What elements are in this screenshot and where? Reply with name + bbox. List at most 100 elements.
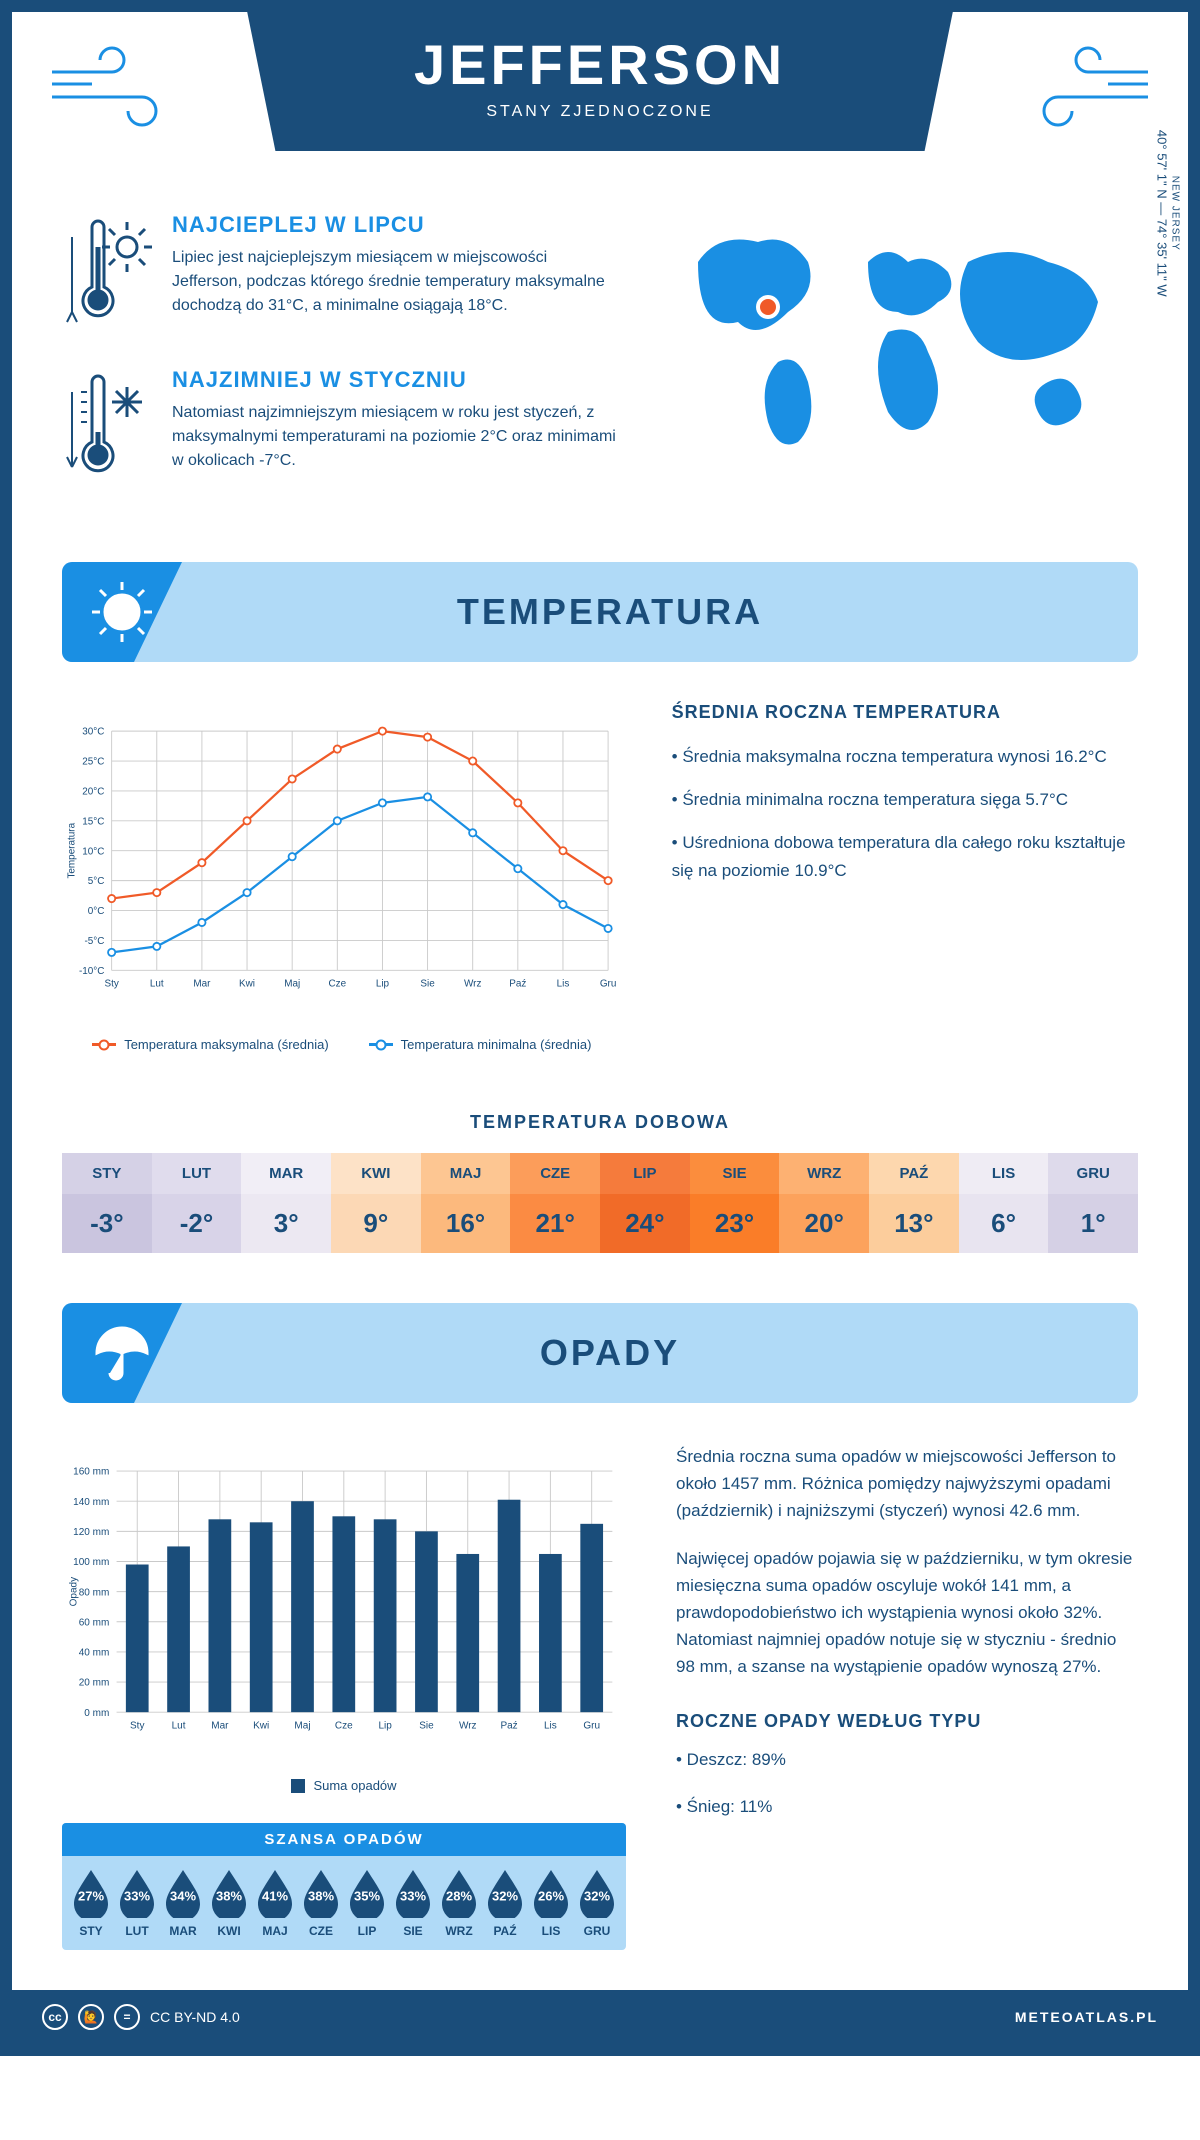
umbrella-icon — [62, 1303, 182, 1403]
temp-bullet-1: • Średnia minimalna roczna temperatura s… — [672, 786, 1138, 813]
temp-bullet-0: • Średnia maksymalna roczna temperatura … — [672, 743, 1138, 770]
daily-value: 1° — [1048, 1194, 1138, 1253]
footer: cc 🙋 = CC BY-ND 4.0 METEOATLAS.PL — [12, 1990, 1188, 2044]
svg-text:15°C: 15°C — [82, 816, 104, 827]
daily-month: CZE — [510, 1153, 600, 1194]
daily-cell: PAŹ 13° — [869, 1153, 959, 1253]
temp-legend: Temperatura maksymalna (średnia) Tempera… — [62, 1037, 622, 1052]
daily-month: LIS — [959, 1153, 1049, 1194]
raindrop-icon: 33% — [392, 1868, 434, 1918]
header-banner: JEFFERSON STANY ZJEDNOCZONE — [247, 12, 953, 151]
temp-info-title: ŚREDNIA ROCZNA TEMPERATURA — [672, 702, 1138, 723]
svg-text:-5°C: -5°C — [84, 936, 104, 947]
chance-month: LUT — [116, 1924, 158, 1938]
by-icon: 🙋 — [78, 2004, 104, 2030]
daily-month: KWI — [331, 1153, 421, 1194]
nd-icon: = — [114, 2004, 140, 2030]
chance-value: 28% — [446, 1888, 472, 1903]
precip-para-1: Średnia roczna suma opadów w miejscowośc… — [676, 1443, 1138, 1525]
wind-icon-right — [1018, 42, 1158, 142]
precip-section-header: OPADY — [62, 1303, 1138, 1403]
daily-value: 23° — [690, 1194, 780, 1253]
coordinates: NEW JERSEY 40° 57' 1" N — 74° 35' 11" W — [1155, 130, 1181, 297]
svg-text:Lip: Lip — [376, 979, 390, 990]
svg-text:Cze: Cze — [328, 979, 346, 990]
raindrop-icon: 35% — [346, 1868, 388, 1918]
hottest-title: NAJCIEPLEJ W LIPCU — [172, 212, 618, 238]
svg-text:Mar: Mar — [193, 979, 211, 990]
svg-text:Lis: Lis — [557, 979, 570, 990]
svg-text:0°C: 0°C — [88, 906, 105, 917]
chance-cell: 38% KWI — [208, 1868, 250, 1938]
sun-icon — [62, 562, 182, 662]
raindrop-icon: 26% — [530, 1868, 572, 1918]
svg-text:80 mm: 80 mm — [79, 1587, 110, 1598]
page: JEFFERSON STANY ZJEDNOCZONE — [0, 0, 1200, 2056]
intro-left: NAJCIEPLEJ W LIPCU Lipiec jest najcieple… — [62, 212, 618, 522]
legend-min-label: Temperatura minimalna (średnia) — [401, 1037, 592, 1052]
daily-month: MAJ — [421, 1153, 511, 1194]
svg-text:Sie: Sie — [419, 1721, 434, 1732]
precip-section: 0 mm20 mm40 mm60 mm80 mm100 mm120 mm140 … — [12, 1403, 1188, 1990]
svg-text:Paź: Paź — [509, 979, 526, 990]
svg-text:Cze: Cze — [335, 1721, 353, 1732]
coords-line: 40° 57' 1" N — 74° 35' 11" W — [1155, 130, 1170, 297]
chance-of-precip-box: SZANSA OPADÓW 27% STY 33% LUT 34% MAR 38… — [62, 1823, 626, 1950]
chance-month: MAR — [162, 1924, 204, 1938]
chance-month: KWI — [208, 1924, 250, 1938]
svg-text:Kwi: Kwi — [253, 1721, 269, 1732]
precip-type-1: • Śnieg: 11% — [676, 1793, 1138, 1820]
wind-icon-left — [42, 42, 182, 142]
svg-text:Mar: Mar — [211, 1721, 229, 1732]
legend-max: Temperatura maksymalna (średnia) — [92, 1037, 328, 1052]
svg-text:Maj: Maj — [294, 1721, 310, 1732]
legend-max-label: Temperatura maksymalna (średnia) — [124, 1037, 328, 1052]
chance-cell: 32% GRU — [576, 1868, 618, 1938]
chance-cell: 33% SIE — [392, 1868, 434, 1938]
daily-value: 13° — [869, 1194, 959, 1253]
precip-type-title: ROCZNE OPADY WEDŁUG TYPU — [676, 1711, 1138, 1732]
chance-cell: 26% LIS — [530, 1868, 572, 1938]
chance-value: 26% — [538, 1888, 564, 1903]
daily-cell: MAR 3° — [241, 1153, 331, 1253]
precip-right: Średnia roczna suma opadów w miejscowośc… — [676, 1443, 1138, 1950]
chance-cell: 38% CZE — [300, 1868, 342, 1938]
svg-text:Lut: Lut — [172, 1721, 186, 1732]
chance-cell: 28% WRZ — [438, 1868, 480, 1938]
svg-text:Wrz: Wrz — [464, 979, 481, 990]
svg-text:Sie: Sie — [420, 979, 435, 990]
chance-cell: 34% MAR — [162, 1868, 204, 1938]
daily-value: 20° — [779, 1194, 869, 1253]
precip-heading: OPADY — [182, 1332, 1138, 1374]
svg-text:10°C: 10°C — [82, 846, 104, 857]
svg-text:Wrz: Wrz — [459, 1721, 477, 1732]
temp-bullet-2: • Uśredniona dobowa temperatura dla całe… — [672, 829, 1138, 883]
chance-cell: 41% MAJ — [254, 1868, 296, 1938]
intro-section: NAJCIEPLEJ W LIPCU Lipiec jest najcieple… — [12, 192, 1188, 562]
daily-month: GRU — [1048, 1153, 1138, 1194]
map-panel: NEW JERSEY 40° 57' 1" N — 74° 35' 11" W — [658, 212, 1138, 522]
precip-type-0: • Deszcz: 89% — [676, 1746, 1138, 1773]
precip-para-2: Najwięcej opadów pojawia się w październ… — [676, 1545, 1138, 1681]
daily-temp-title: TEMPERATURA DOBOWA — [12, 1112, 1188, 1133]
daily-value: 16° — [421, 1194, 511, 1253]
raindrop-icon: 33% — [116, 1868, 158, 1918]
daily-cell: MAJ 16° — [421, 1153, 511, 1253]
daily-cell: GRU 1° — [1048, 1153, 1138, 1253]
daily-value: 6° — [959, 1194, 1049, 1253]
svg-text:Gru: Gru — [600, 979, 617, 990]
daily-month: STY — [62, 1153, 152, 1194]
raindrop-icon: 32% — [484, 1868, 526, 1918]
svg-text:100 mm: 100 mm — [73, 1557, 109, 1568]
precip-chart: 0 mm20 mm40 mm60 mm80 mm100 mm120 mm140 … — [62, 1443, 626, 1763]
coldest-body: Natomiast najzimniejszym miesiącem w rok… — [172, 401, 618, 473]
raindrop-icon: 38% — [300, 1868, 342, 1918]
temperature-section: -10°C-5°C0°C5°C10°C15°C20°C25°C30°CStyLu… — [12, 662, 1188, 1092]
svg-text:20 mm: 20 mm — [79, 1678, 110, 1689]
daily-month: MAR — [241, 1153, 331, 1194]
page-title: JEFFERSON — [287, 32, 913, 97]
chance-value: 38% — [216, 1888, 242, 1903]
legend-precip: Suma opadów — [291, 1778, 396, 1793]
svg-text:Sty: Sty — [130, 1721, 144, 1732]
hottest-text: NAJCIEPLEJ W LIPCU Lipiec jest najcieple… — [172, 212, 618, 337]
